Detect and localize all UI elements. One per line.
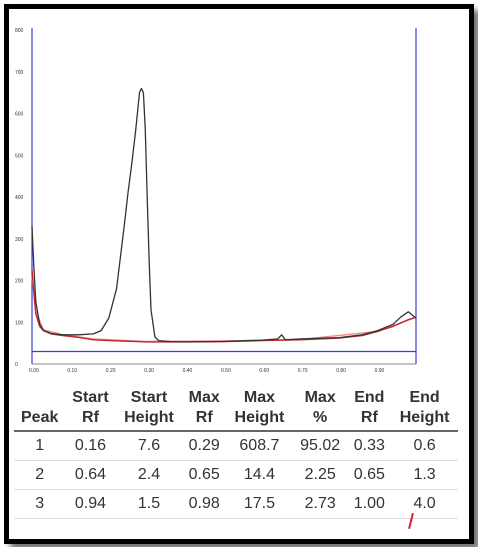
column-header: End Height xyxy=(391,388,458,432)
table-cell: 95.02 xyxy=(292,431,348,461)
column-header: Peak xyxy=(14,388,66,432)
table-cell: 4.0 xyxy=(391,489,458,519)
column-header-line: Max xyxy=(243,389,275,406)
column-header-line: End xyxy=(409,389,440,406)
series-line-2 xyxy=(31,276,417,343)
column-header-line: Peak xyxy=(21,409,59,426)
x-tick-label: 0.20 xyxy=(106,368,116,374)
chart-series xyxy=(31,87,417,343)
y-tick-label: 400 xyxy=(15,195,24,201)
column-header: Max% xyxy=(292,388,348,432)
table-cell: 0.65 xyxy=(182,460,227,490)
table-cell: 2 xyxy=(14,460,66,490)
series-line-0 xyxy=(31,87,417,343)
x-tick-label: 0.70 xyxy=(298,368,308,374)
table-cell: 0.33 xyxy=(347,431,392,461)
x-tick-label: 0.40 xyxy=(183,368,193,374)
column-header: Start Height xyxy=(115,388,183,432)
table-row: 2 0.64 2.4 0.65 14.4 2.25 0.65 1.3 xyxy=(14,460,458,490)
x-tick-label: 0.80 xyxy=(336,368,346,374)
table-cell: 1.5 xyxy=(115,489,183,519)
table-cell: 0.94 xyxy=(65,489,116,519)
column-header: Max Rf xyxy=(182,388,227,432)
column-header: Max Height xyxy=(226,388,293,432)
table-cell: 17.5 xyxy=(226,489,293,519)
table-cell: 0.98 xyxy=(182,489,227,519)
x-tick-label: 0.60 xyxy=(259,368,269,374)
series-line-1 xyxy=(31,270,417,343)
x-tick-labels: 0.00 0.10 0.20 0.30 0.40 0.50 0.60 0.70 0.80 0.90 xyxy=(29,368,385,374)
x-tick-label: 0.10 xyxy=(67,368,77,374)
column-header: End Rf xyxy=(347,388,392,432)
peak-table-header: Peak Start Rf Start Height Max Rf Max Height Max%… xyxy=(14,388,458,432)
table-cell: 2.4 xyxy=(115,460,183,490)
table-row: 1 0.16 7.6 0.29 608.7 95.02 0.33 0.6 xyxy=(14,431,458,461)
table-cell: 0.29 xyxy=(182,431,227,461)
column-header-line: End xyxy=(354,389,385,406)
table-cell: 2.25 xyxy=(292,460,348,490)
column-header-line: Height xyxy=(399,409,450,426)
column-header-line: Height xyxy=(234,409,285,426)
column-header-line: Start xyxy=(72,389,109,406)
chart-axes xyxy=(31,28,417,365)
table-row: 3 0.94 1.5 0.98 17.5 2.73 1.00 4.0 xyxy=(14,489,458,519)
peak-table-body: 1 0.16 7.6 0.29 608.7 95.02 0.33 0.6 2 0.64 2.4 0.6… xyxy=(14,431,458,519)
y-tick-label: 0 xyxy=(15,362,18,368)
peak-table: Peak Start Rf Start Height Max Rf Max Height Max%… xyxy=(14,388,458,519)
column-header: Start Rf xyxy=(65,388,116,432)
y-tick-label: 300 xyxy=(15,237,24,243)
table-cell: 1.00 xyxy=(347,489,392,519)
table-cell: 3 xyxy=(14,489,66,519)
y-tick-label: 700 xyxy=(15,70,24,76)
x-tick-label: 0.30 xyxy=(144,368,154,374)
column-header-line: Max xyxy=(188,389,220,406)
y-tick-label: 100 xyxy=(15,320,24,326)
x-tick-label: 0.90 xyxy=(375,368,385,374)
x-tick-label: 0.50 xyxy=(221,368,231,374)
table-cell: 2.73 xyxy=(292,489,348,519)
y-tick-labels: 0 100 200 300 400 500 600 700 800 xyxy=(15,28,24,368)
table-cell: 0.6 xyxy=(391,431,458,461)
column-header-line: Height xyxy=(124,409,174,426)
table-cell: 0.65 xyxy=(347,460,392,490)
table-cell: 14.4 xyxy=(226,460,293,490)
column-header-line: Start xyxy=(130,389,168,406)
table-cell: 0.16 xyxy=(65,431,116,461)
y-tick-label: 500 xyxy=(15,153,24,159)
y-tick-label: 200 xyxy=(15,279,24,285)
table-cell: 1 xyxy=(14,431,66,461)
column-header-line: % xyxy=(313,409,328,426)
column-header-line: Rf xyxy=(360,409,378,426)
table-cell: 0.64 xyxy=(65,460,116,490)
column-header-line: Rf xyxy=(195,409,213,426)
column-header-line: Max xyxy=(304,389,336,406)
x-tick-label: 0.00 xyxy=(29,368,39,374)
y-tick-label: 600 xyxy=(15,112,24,118)
table-cell: 1.3 xyxy=(391,460,458,490)
table-cell: 7.6 xyxy=(115,431,183,461)
column-header-line: Rf xyxy=(82,409,99,426)
y-tick-label: 800 xyxy=(15,28,24,34)
table-cell: 608.7 xyxy=(226,431,293,461)
